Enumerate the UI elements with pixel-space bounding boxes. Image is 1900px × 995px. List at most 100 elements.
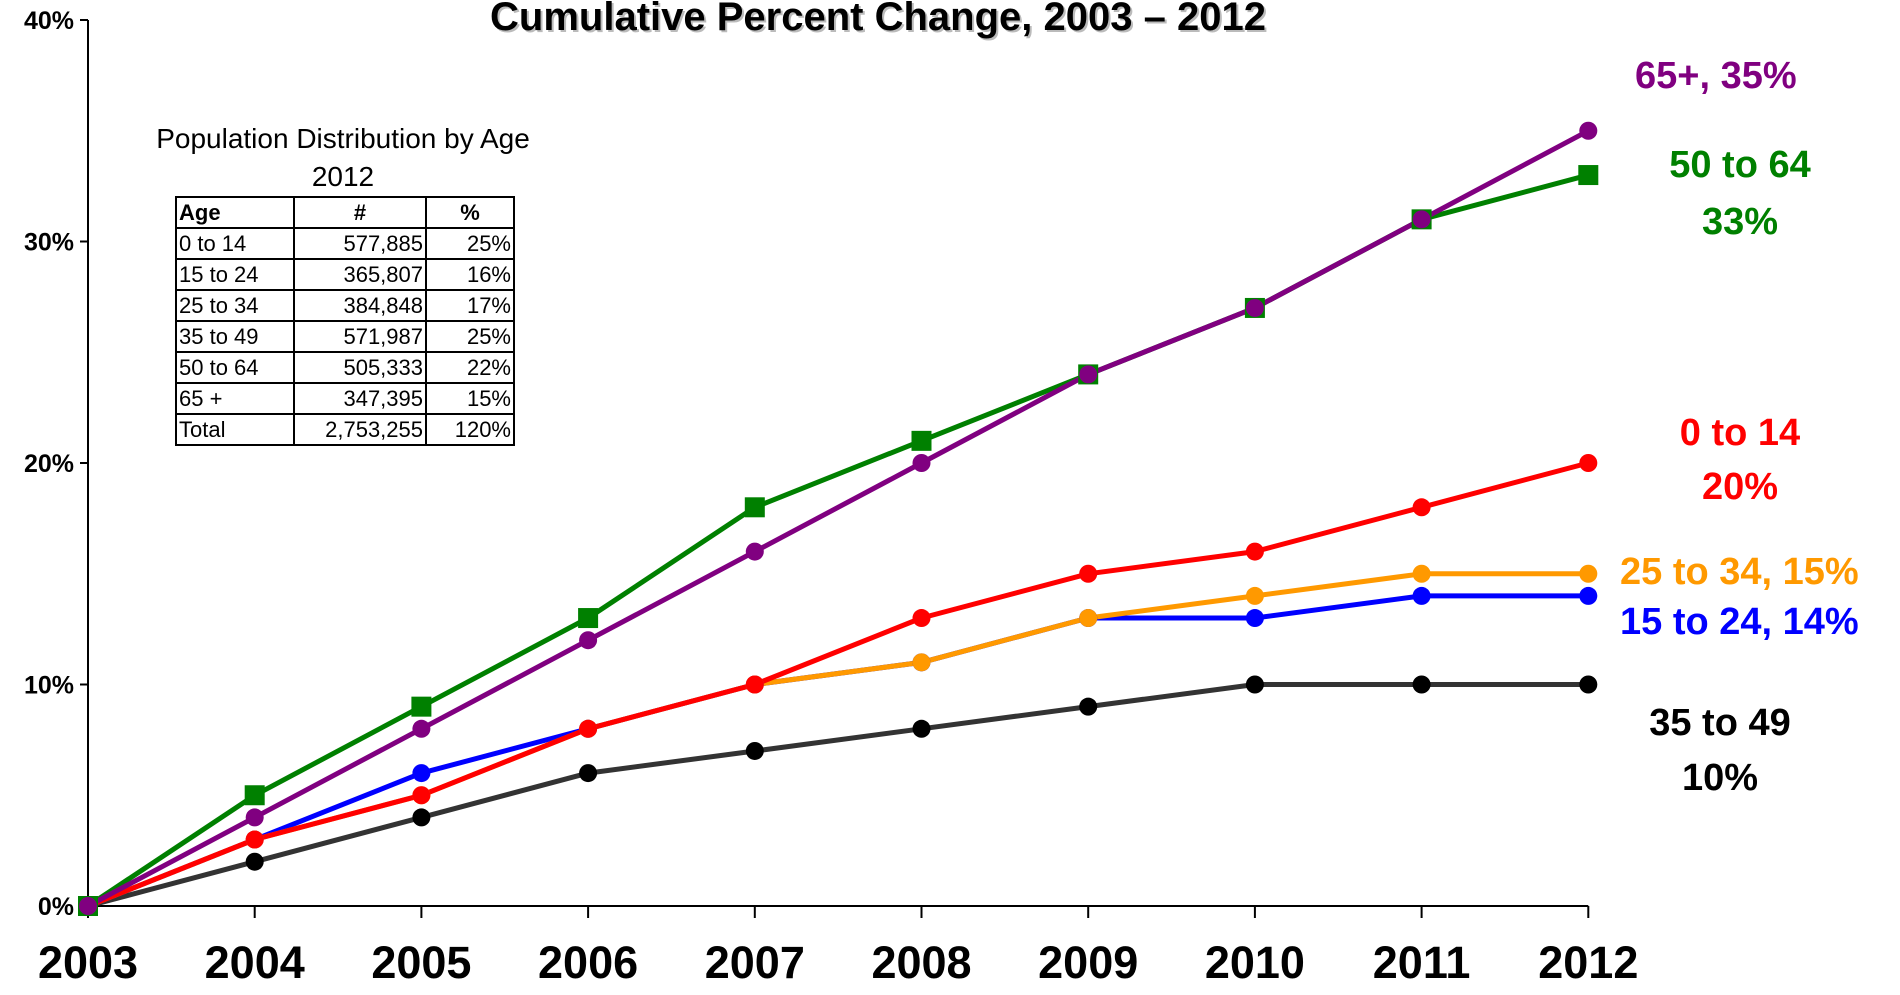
inset-title: Population Distribution by Age 2012 — [118, 120, 568, 196]
data-point — [1412, 675, 1431, 694]
cell-count: 571,987 — [293, 320, 427, 353]
cell-count: 505,333 — [293, 351, 427, 384]
data-point — [1245, 609, 1264, 628]
x-tick-label: 2004 — [205, 937, 305, 988]
table-header-row: Age # % — [175, 196, 515, 229]
table-row: 25 to 34 384,848 17% — [175, 289, 515, 322]
x-tick-label: 2009 — [1038, 937, 1138, 988]
series-line-1 — [87, 593, 1589, 909]
cell-age: 25 to 34 — [175, 289, 295, 322]
data-point — [245, 808, 264, 827]
series-end-label: 25 to 34, 15% — [1620, 551, 1859, 593]
cell-count: 577,885 — [293, 227, 427, 260]
inset-title-line1: Population Distribution by Age — [156, 123, 530, 154]
y-tick-label: 30% — [24, 229, 74, 257]
data-point-square — [911, 430, 932, 451]
data-point — [579, 631, 598, 650]
population-table-inset: Population Distribution by Age 2012 Age … — [118, 120, 568, 446]
y-tick-label: 10% — [24, 672, 74, 700]
x-tick-label: 2007 — [705, 937, 805, 988]
x-tick-label: 2012 — [1538, 937, 1638, 988]
data-point — [912, 653, 931, 672]
data-point — [412, 764, 431, 783]
cell-age: 15 to 24 — [175, 258, 295, 291]
cell-age: Total — [175, 413, 295, 446]
data-point-square — [744, 497, 765, 518]
x-tick-label: 2003 — [38, 937, 138, 988]
cell-age: 35 to 49 — [175, 320, 295, 353]
data-point — [745, 675, 764, 694]
cell-percent: 22% — [425, 351, 515, 384]
cell-percent: 16% — [425, 258, 515, 291]
data-point — [1412, 564, 1431, 583]
cell-percent: 120% — [425, 413, 515, 446]
data-point — [1245, 542, 1264, 561]
data-point — [1579, 564, 1598, 583]
x-tick-label: 2008 — [871, 937, 971, 988]
data-point-square — [411, 696, 432, 717]
table-row: Total 2,753,255 120% — [175, 413, 515, 446]
data-point — [912, 719, 931, 738]
series-lines — [86, 128, 1590, 909]
cell-age: 65 + — [175, 382, 295, 415]
table-row: 35 to 49 571,987 25% — [175, 320, 515, 353]
x-tick-label: 2005 — [371, 937, 471, 988]
data-point — [1412, 210, 1431, 229]
table-row: 50 to 64 505,333 22% — [175, 351, 515, 384]
header-count: # — [293, 196, 427, 229]
header-percent: % — [425, 196, 515, 229]
cell-age: 0 to 14 — [175, 227, 295, 260]
population-table: Age # % 0 to 14 577,885 25% 15 to 24 365,807… — [175, 196, 515, 446]
data-point — [1245, 586, 1264, 605]
data-point — [579, 719, 598, 738]
data-point — [745, 542, 764, 561]
series-line-3 — [87, 460, 1589, 909]
data-point — [1079, 564, 1098, 583]
series-end-label: 50 to 64 — [1669, 144, 1811, 186]
y-tick-label: 0% — [38, 893, 74, 921]
x-tick-label: 2006 — [538, 937, 638, 988]
series-end-label: 33% — [1702, 201, 1778, 243]
data-point — [1579, 454, 1598, 472]
data-point — [1245, 675, 1264, 694]
cell-percent: 25% — [425, 227, 515, 260]
data-point — [412, 719, 431, 738]
data-point-square — [1578, 165, 1599, 186]
series-line-0 — [87, 682, 1589, 909]
inset-title-line2: 2012 — [311, 161, 375, 192]
data-point — [412, 786, 431, 805]
end-labels: 35 to 49 10% 15 to 24, 14% 25 to 34, 15% 0 t… — [1620, 55, 1859, 799]
data-point — [912, 454, 931, 472]
cell-count: 2,753,255 — [293, 413, 427, 446]
series-end-label: 20% — [1702, 466, 1778, 508]
y-tick-label: 20% — [24, 450, 74, 478]
data-point — [1079, 609, 1098, 628]
table-row: 65 +347,395 15% — [175, 382, 515, 415]
series-line-5 — [86, 128, 1590, 909]
data-point — [1579, 675, 1598, 694]
series-end-label: 35 to 49 — [1649, 702, 1791, 744]
chart-title: Cumulative Percent Change, 2003 – 2012 — [490, 0, 1266, 39]
data-point — [579, 764, 598, 783]
cell-percent: 25% — [425, 320, 515, 353]
data-point — [79, 897, 97, 915]
series-end-label: 65+, 35% — [1635, 55, 1797, 97]
cell-count: 365,807 — [293, 258, 427, 291]
header-age: Age — [175, 196, 295, 229]
cell-percent: 15% — [425, 382, 515, 415]
data-point-square — [578, 608, 599, 629]
table-row: 15 to 24 365,807 16% — [175, 258, 515, 291]
series-markers — [78, 121, 1599, 916]
x-tick-label: 2010 — [1205, 937, 1305, 988]
table-body: 0 to 14 577,885 25% 15 to 24 365,807 16% 25 to… — [175, 227, 515, 446]
data-point-square — [244, 785, 265, 806]
y-tick-label: 40% — [24, 7, 74, 35]
data-point — [245, 830, 264, 849]
cell-count: 347,395 — [293, 382, 427, 415]
data-point — [1412, 498, 1431, 517]
data-point — [745, 741, 764, 760]
data-point — [1079, 365, 1098, 384]
series-end-label: 10% — [1682, 757, 1758, 799]
data-point — [1579, 586, 1598, 605]
